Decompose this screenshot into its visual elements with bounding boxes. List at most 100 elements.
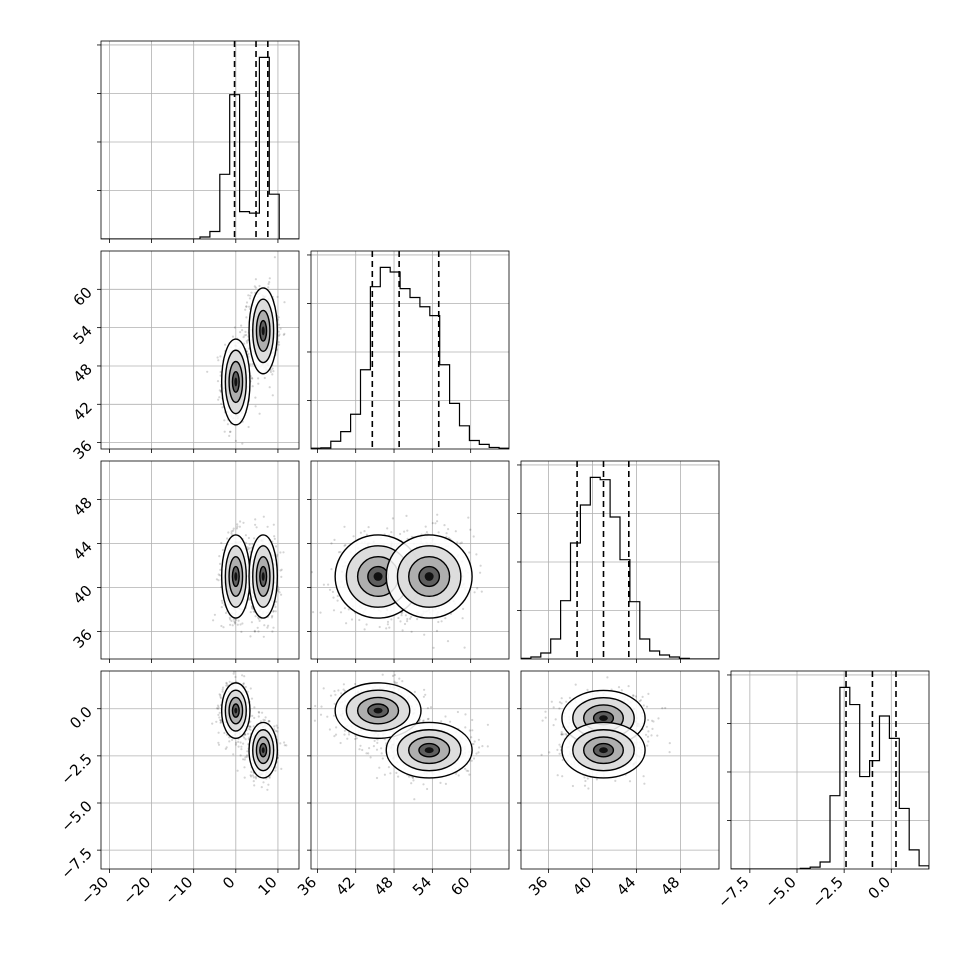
scatter-point [262,515,265,518]
scatter-point [390,531,393,534]
scatter-point [386,527,389,530]
scatter-point [399,532,402,536]
scatter-point [273,725,276,728]
scatter-point [232,527,235,530]
scatter-point [225,681,228,685]
contour-line [259,319,268,342]
scatter-point [473,740,476,743]
scatter-point [274,769,277,772]
contour-line [248,721,279,779]
scatter-point [243,334,246,337]
scatter-point [268,281,271,284]
scatter-point [251,607,254,610]
scatter-point [422,695,425,698]
scatter-point [472,535,475,538]
scatter-point [406,617,409,621]
scatter-point [251,543,254,546]
scatter-point [218,555,221,558]
density-peak [234,572,238,581]
scatter-point [270,616,274,619]
scatter-point [381,673,384,676]
scatter-point [239,520,242,523]
scatter-point [230,619,233,623]
axes-frame [310,250,510,450]
scatter-point [337,551,341,554]
scatter-point [240,745,243,748]
scatter-point [277,590,280,593]
scatter-point [267,783,270,786]
scatter-point [273,535,276,538]
scatter-point [225,682,228,685]
contour-line [224,349,247,415]
scatter-point [245,340,248,343]
scatter-point [220,599,223,602]
scatter-point [274,605,277,609]
contour-line [396,545,462,608]
scatter-point [336,599,339,602]
scatter-point [367,526,370,529]
scatter-point [254,777,258,780]
scatter-point [239,331,242,334]
scatter-point [237,619,240,622]
scatter-point [234,675,237,679]
scatter-point [416,618,419,621]
scatter-point [454,530,457,533]
scatter-point [330,542,333,545]
scatter-point [228,434,231,437]
scatter-point [217,706,220,709]
contour-line [255,556,271,598]
scatter-point [221,601,224,605]
scatter-point [258,711,261,714]
scatter-point [463,646,466,649]
contour-line [252,545,275,608]
scatter-point [308,566,310,568]
scatter-point [319,713,323,716]
scatter-point [282,551,285,554]
scatter-point [219,370,222,374]
scatter-point [257,715,260,718]
scatter-point [220,719,223,722]
scatter-point [343,525,346,528]
scatter-point [247,352,250,355]
scatter-point [440,620,443,623]
scatter-point [345,622,348,625]
scatter-point [245,755,248,758]
scatter-point [273,537,276,541]
scatter-point [337,689,340,692]
scatter-point [347,608,350,611]
scatter-point [319,611,322,614]
contour-line [231,565,240,588]
scatter-point [245,754,249,757]
scatter-point [262,635,265,638]
scatter-point [462,607,465,611]
panel-1-1 [307,250,510,450]
scatter-point [374,667,376,669]
scatter-point [390,618,393,621]
scatter-point [359,531,362,534]
scatter-point [242,742,245,745]
scatter-point [248,547,251,550]
scatter-point [243,675,246,678]
scatter-point [399,620,402,623]
scatter-point [224,471,226,473]
scatter-point [378,625,381,629]
panel-1-0 [100,250,300,473]
scatter-point [249,294,252,297]
scatter-point [279,551,282,554]
contour-line [228,556,244,598]
scatter-point [239,741,242,744]
scatter-point [244,534,247,537]
scatter-point [346,737,349,740]
scatter-point [403,530,406,533]
scatter-point [261,711,264,714]
scatter-point [479,564,482,567]
scatter-point [254,405,257,408]
scatter-point [456,710,459,714]
scatter-point [426,707,429,710]
scatter-point [343,733,346,736]
scatter-point [225,746,228,749]
contour-line [228,360,244,404]
scatter-point [252,725,255,728]
scatter-point [263,719,266,722]
scatter-point [248,543,251,546]
